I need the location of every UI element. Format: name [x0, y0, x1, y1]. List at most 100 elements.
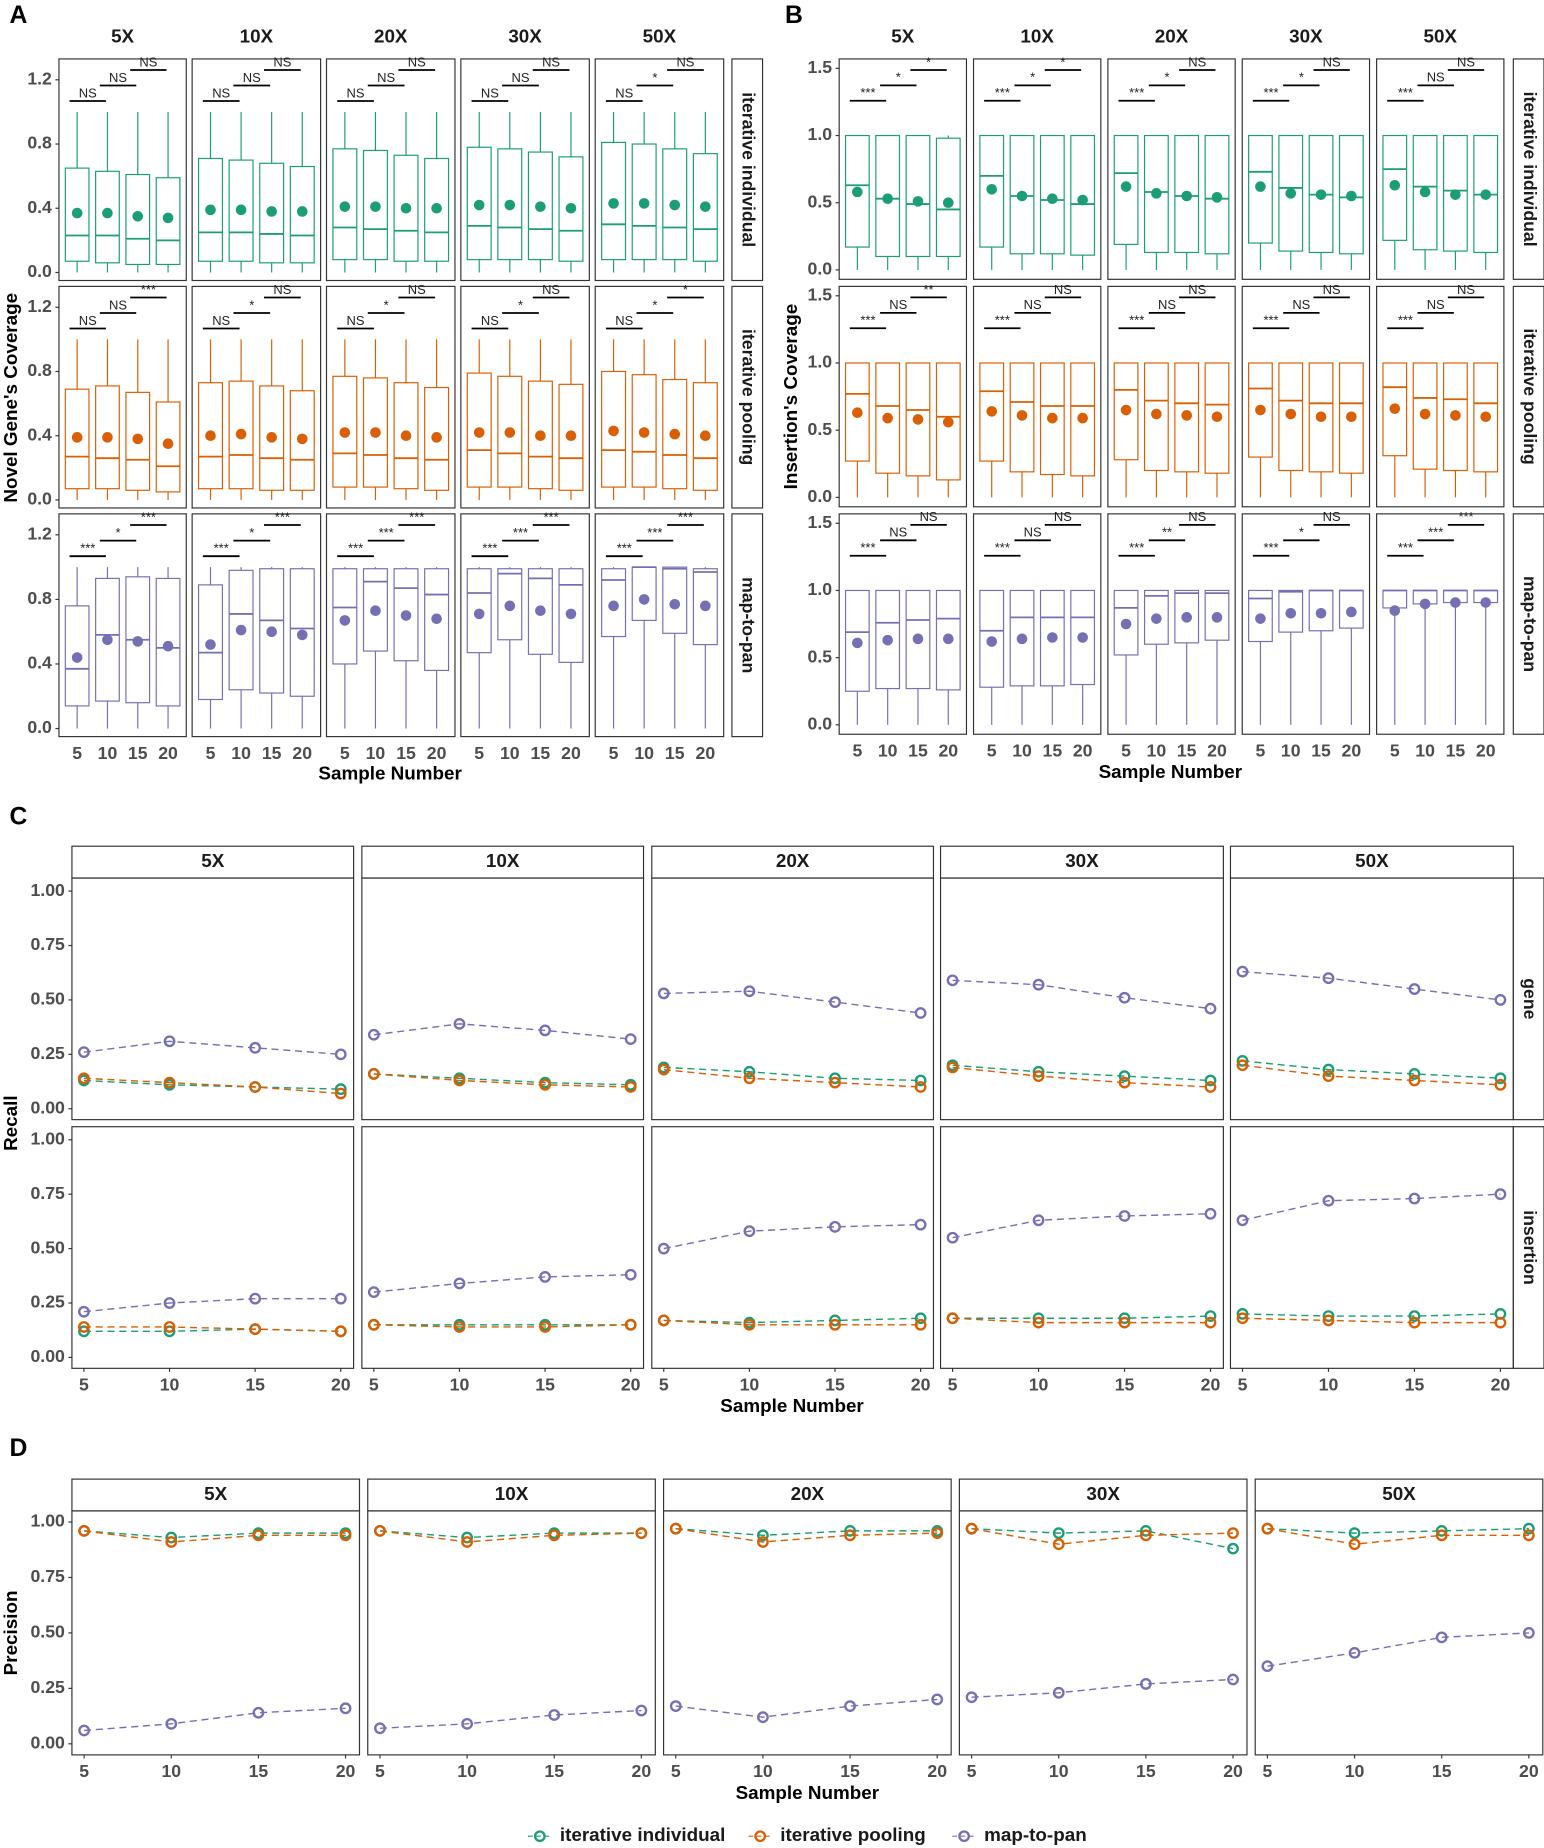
point	[461, 1717, 473, 1730]
mean	[1151, 408, 1162, 420]
panel-label: B	[785, 2, 803, 29]
significance-label: ***	[995, 313, 1010, 328]
point	[914, 1318, 927, 1331]
mean	[71, 207, 83, 219]
row-label: iterative individual	[739, 92, 759, 247]
mean	[882, 412, 893, 424]
point	[461, 1536, 473, 1548]
point	[334, 1048, 347, 1061]
significance-label: NS	[273, 282, 291, 297]
y-tick-label: 0.0	[808, 486, 833, 506]
facet-frame	[838, 285, 968, 508]
column-label: 30X	[1289, 26, 1323, 47]
significance-label: *	[249, 525, 254, 540]
mean	[669, 598, 681, 610]
x-tick-label: 5	[474, 743, 484, 763]
x-tick-label: 10	[231, 743, 251, 763]
point	[931, 1527, 944, 1540]
point	[1236, 1312, 1249, 1325]
series-line	[1242, 1060, 1501, 1079]
facet-frame	[58, 285, 187, 509]
mean	[669, 428, 681, 440]
point	[367, 1318, 380, 1331]
facet-frame	[594, 285, 725, 509]
x-tick-label: 5	[1263, 1761, 1273, 1781]
series-line	[971, 1678, 1234, 1698]
mean	[986, 183, 998, 195]
x-tick-label: 10	[1415, 741, 1435, 761]
point	[965, 1522, 978, 1535]
point	[1494, 1316, 1507, 1329]
significance-label: NS	[273, 54, 291, 69]
mean	[1315, 607, 1327, 619]
point	[78, 1321, 90, 1333]
series-line	[1267, 1527, 1529, 1545]
point	[163, 1321, 176, 1333]
significance-label: ***	[1263, 313, 1278, 328]
facet-frame	[325, 285, 456, 509]
y-tick-label: 0.5	[808, 419, 833, 439]
point	[78, 1046, 90, 1059]
mean	[370, 605, 381, 617]
x-tick-label: 15	[908, 741, 928, 761]
series-line	[83, 1297, 341, 1313]
facet-frame	[662, 1510, 952, 1756]
facet-frame	[972, 513, 1102, 735]
x-tick-label: 20	[696, 743, 716, 763]
x-tick-label: 5	[369, 1375, 379, 1395]
y-tick-label: 0.4	[27, 424, 52, 444]
x-tick-label: 20	[1491, 1375, 1511, 1395]
row-label: map-to-pan	[1520, 576, 1540, 672]
significance-label: NS	[1054, 282, 1072, 297]
y-tick-label: 0.0	[27, 261, 52, 281]
significance-label: ***	[544, 509, 559, 524]
box	[905, 134, 931, 258]
significance-label: NS	[676, 54, 694, 69]
y-tick-label: 1.0	[808, 124, 833, 144]
row-strip	[1512, 513, 1544, 735]
series-line	[971, 1527, 1234, 1545]
x-tick-label: 5	[671, 1761, 681, 1781]
x-tick-label: 10	[366, 743, 386, 763]
x-tick-label: 5	[72, 743, 82, 763]
mean	[235, 624, 247, 636]
column-label: 30X	[1086, 1483, 1120, 1504]
row-strip	[731, 513, 764, 738]
significance-label: *	[518, 297, 523, 312]
point	[539, 1271, 551, 1283]
facet-frame	[361, 1126, 645, 1369]
mean	[504, 600, 516, 612]
point	[914, 1312, 927, 1325]
mean	[1211, 192, 1223, 203]
series-line	[83, 1077, 341, 1095]
series-line	[663, 990, 921, 1014]
column-label: 30X	[508, 26, 542, 47]
point	[624, 1268, 637, 1281]
y-tick-label: 0.4	[27, 197, 52, 217]
significance-label: *	[1030, 70, 1035, 85]
mean	[1077, 632, 1088, 643]
significance-label: ***	[379, 525, 394, 540]
box	[631, 566, 657, 621]
point	[249, 1081, 262, 1093]
point	[914, 1074, 927, 1087]
y-tick-label: 0.00	[30, 1097, 65, 1117]
mean	[1077, 412, 1088, 424]
point	[165, 1536, 178, 1548]
mean	[1016, 410, 1028, 421]
mean	[1346, 411, 1357, 423]
mean	[1285, 188, 1297, 199]
mean	[162, 438, 174, 450]
series-line	[675, 1527, 938, 1543]
x-tick-label: 5	[948, 1375, 958, 1395]
y-tick-label: 0.25	[30, 1292, 65, 1312]
column-label: 5X	[204, 1483, 227, 1504]
mean	[1450, 597, 1461, 608]
x-tick-label: 20	[1223, 1761, 1243, 1781]
x-tick-label: 10	[878, 741, 898, 761]
x-tick-label: 10	[457, 1761, 477, 1781]
x-tick-label: 20	[1207, 741, 1227, 761]
point	[946, 1231, 959, 1244]
series-line	[84, 1530, 346, 1539]
box	[935, 137, 961, 258]
